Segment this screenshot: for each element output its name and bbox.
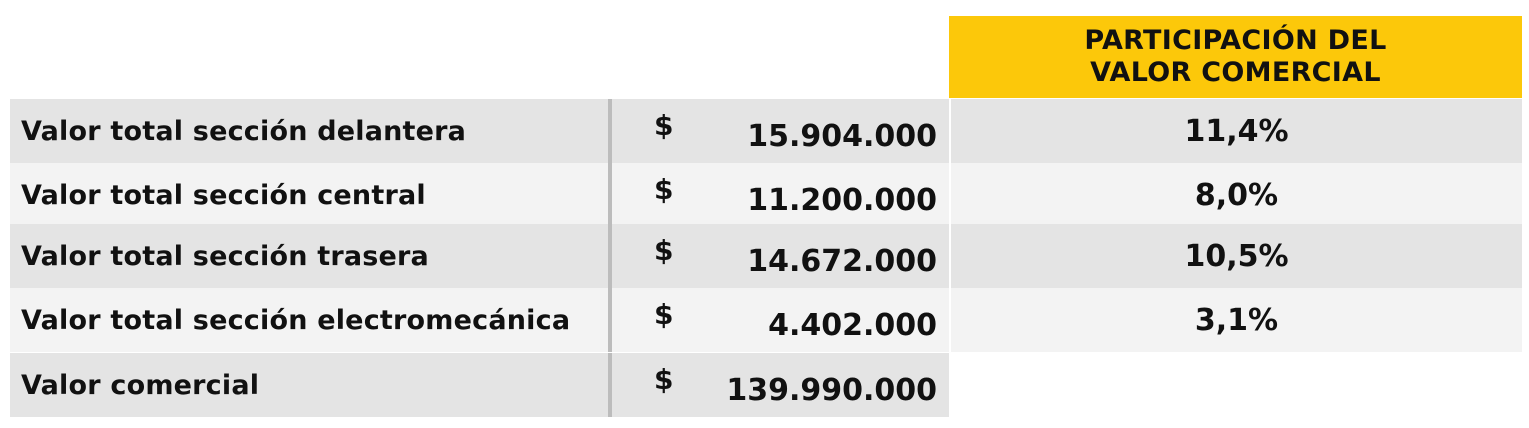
column-divider <box>608 99 612 163</box>
table-row-valor-comercial: Valor comercial $ 139.990.000 <box>10 353 949 417</box>
currency-symbol: $ <box>654 298 674 331</box>
row-amount: 15.904.000 <box>747 119 937 154</box>
row-amount: 4.402.000 <box>768 308 937 343</box>
share-cell-central: 8,0% <box>951 163 1522 227</box>
share-cell-trasera: 10,5% <box>951 224 1522 288</box>
row-label: Valor total sección trasera <box>21 240 429 272</box>
header-line-1: PARTICIPACIÓN DEL <box>1084 25 1387 56</box>
table-row-delantera: Valor total sección delantera $ 15.904.0… <box>10 99 949 163</box>
header-participacion: PARTICIPACIÓN DEL VALOR COMERCIAL <box>949 16 1522 98</box>
row-label: Valor total sección central <box>21 179 426 211</box>
currency-symbol: $ <box>654 363 674 396</box>
row-amount: 11.200.000 <box>747 183 937 218</box>
column-divider <box>608 163 612 227</box>
share-cell-electromecanica: 3,1% <box>951 288 1522 352</box>
row-amount: 139.990.000 <box>726 373 937 408</box>
column-divider <box>608 224 612 288</box>
header-line-2: VALOR COMERCIAL <box>1090 57 1381 88</box>
currency-symbol: $ <box>654 109 674 142</box>
row-label: Valor total sección electromecánica <box>21 304 571 336</box>
row-label: Valor total sección delantera <box>21 115 467 147</box>
row-amount: 14.672.000 <box>747 244 937 279</box>
currency-symbol: $ <box>654 234 674 267</box>
share-cell-delantera: 11,4% <box>951 99 1522 163</box>
table-row-trasera: Valor total sección trasera $ 14.672.000 <box>10 224 949 288</box>
column-divider <box>608 288 612 352</box>
column-divider <box>608 353 612 417</box>
table-row-central: Valor total sección central $ 11.200.000 <box>10 163 949 227</box>
row-label: Valor comercial <box>21 369 260 401</box>
currency-symbol: $ <box>654 173 674 206</box>
table-row-electromecanica: Valor total sección electromecánica $ 4.… <box>10 288 949 352</box>
